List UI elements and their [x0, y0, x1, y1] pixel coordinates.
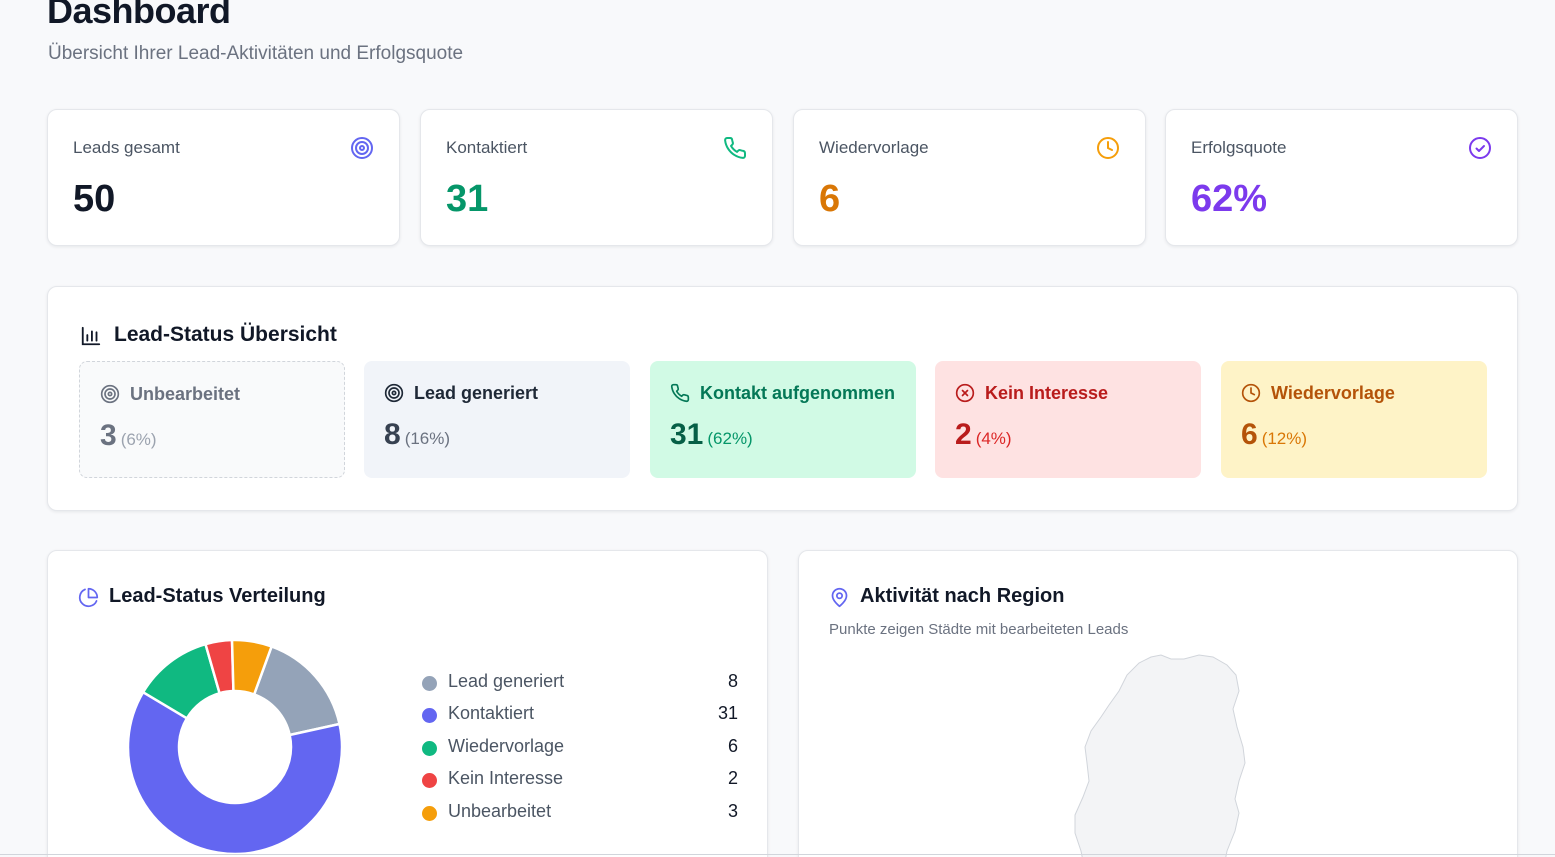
stat-value: 31 — [446, 178, 489, 220]
page-title: Dashboard — [47, 0, 231, 31]
legend-value: 2 — [727, 768, 738, 788]
status-count: 3 — [100, 419, 117, 452]
stat-value: 62% — [1191, 178, 1268, 220]
page-subtitle: Übersicht Ihrer Lead-Aktivitäten und Erf… — [48, 43, 464, 64]
stat-card-kontaktiert: Kontaktiert 31 — [420, 109, 773, 246]
phone-icon — [724, 136, 747, 159]
legend-swatch — [422, 806, 437, 821]
map-pin-icon — [831, 587, 848, 608]
status-label: Kontakt aufgenommen — [700, 383, 896, 403]
target-icon — [100, 384, 120, 404]
clock-icon — [1097, 137, 1119, 159]
status-count: 6 — [1241, 418, 1258, 451]
legend-item: Lead generiert 8 — [422, 671, 738, 695]
check-circle-icon — [1469, 137, 1491, 159]
status-label: Lead generiert — [414, 383, 539, 403]
section-title: Lead-Status Verteilung — [109, 585, 326, 607]
status-box-kein-interesse[interactable]: Kein Interesse 2 (4%) — [935, 361, 1201, 478]
status-overview-card: Lead-Status Übersicht Unbearbeitet 3 (6%)… — [47, 286, 1518, 511]
section-title: Lead-Status Übersicht — [114, 323, 337, 346]
stat-card-wiedervorlage: Wiedervorlage 6 — [793, 109, 1146, 246]
stat-value: 50 — [73, 178, 116, 220]
germany-map — [1074, 654, 1246, 857]
status-count: 8 — [384, 418, 401, 451]
stat-label: Leads gesamt — [73, 138, 180, 157]
legend-label: Wiedervorlage — [448, 736, 565, 756]
legend-label: Lead generiert — [448, 671, 565, 691]
legend-value: 6 — [727, 736, 738, 756]
status-box-unbearbeitet[interactable]: Unbearbeitet 3 (6%) — [79, 361, 345, 478]
legend-item: Wiedervorlage 6 — [422, 736, 738, 760]
legend-item: Kein Interesse 2 — [422, 768, 738, 792]
status-box-lead-generiert[interactable]: Lead generiert 8 (16%) — [364, 361, 630, 478]
donut-slice-unbearbeitet[interactable] — [230, 638, 274, 696]
legend-swatch — [422, 708, 437, 723]
distribution-card: Lead-Status Verteilung Lead generiert 8 … — [47, 550, 768, 857]
status-pct: (4%) — [975, 429, 1012, 448]
stat-card-leads: Leads gesamt 50 — [47, 109, 400, 246]
status-pct: (16%) — [404, 429, 451, 448]
stat-label: Erfolgsquote — [1191, 138, 1287, 157]
status-count: 31 — [670, 418, 704, 451]
bar-chart-icon — [81, 326, 101, 346]
status-count: 2 — [955, 418, 972, 451]
stat-card-erfolgsquote: Erfolgsquote 62% — [1165, 109, 1518, 246]
status-label: Wiedervorlage — [1271, 383, 1395, 403]
region-subtitle: Punkte zeigen Städte mit bearbeiteten Le… — [829, 621, 1129, 638]
legend-item: Unbearbeitet 3 — [422, 801, 738, 825]
legend-label: Kontaktiert — [448, 703, 535, 723]
status-pct: (62%) — [707, 429, 753, 448]
status-box-kontakt-aufgenommen[interactable]: Kontakt aufgenommen 31 (62%) — [650, 361, 916, 478]
donut-chart — [126, 638, 344, 856]
status-pct: (12%) — [1261, 429, 1308, 448]
target-icon — [351, 137, 373, 159]
legend-label: Unbearbeitet — [448, 801, 552, 821]
region-card: Aktivität nach Region Punkte zeigen Städ… — [798, 550, 1518, 857]
phone-icon — [670, 383, 690, 403]
stat-label: Kontaktiert — [446, 138, 528, 157]
bottom-divider — [0, 854, 1555, 855]
pie-chart-icon — [78, 587, 99, 608]
status-label: Unbearbeitet — [130, 384, 241, 404]
status-pct: (6%) — [120, 430, 157, 449]
stat-label: Wiedervorlage — [819, 138, 929, 157]
section-title: Aktivität nach Region — [860, 585, 1065, 607]
x-circle-icon — [955, 383, 975, 403]
legend-value: 3 — [727, 801, 738, 821]
legend-swatch — [422, 741, 437, 756]
clock-icon — [1241, 383, 1261, 403]
stat-value: 6 — [819, 178, 841, 220]
legend-value: 8 — [727, 671, 738, 691]
legend-item: Kontaktiert 31 — [422, 703, 738, 727]
legend-label: Kein Interesse — [448, 768, 564, 788]
legend-value: 31 — [717, 703, 738, 723]
legend-swatch — [422, 676, 437, 691]
status-box-wiedervorlage[interactable]: Wiedervorlage 6 (12%) — [1221, 361, 1487, 478]
donut-slice-kontaktiert[interactable] — [126, 690, 344, 856]
status-label: Kein Interesse — [985, 383, 1109, 403]
legend-swatch — [422, 773, 437, 788]
target-icon — [384, 383, 404, 403]
